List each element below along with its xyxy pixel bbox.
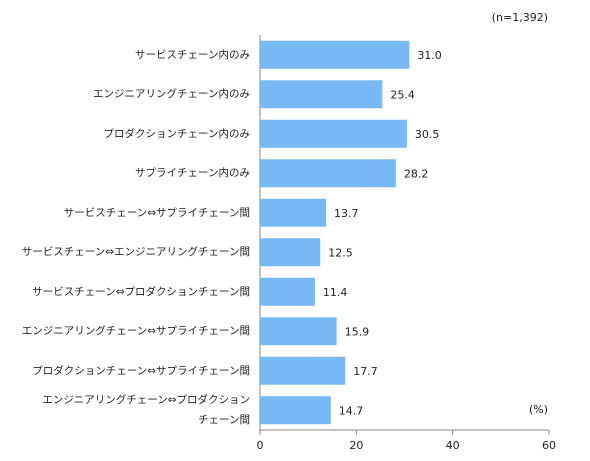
bar bbox=[260, 277, 315, 306]
value-label: 13.7 bbox=[334, 207, 359, 220]
category-label: エンジニアリングチェーン⇔サプライチェーン間 bbox=[21, 325, 250, 338]
sample-note: (n=1,392) bbox=[492, 11, 548, 24]
bar bbox=[260, 198, 326, 227]
category-label: サービスチェーン⇔エンジニアリングチェーン間 bbox=[21, 246, 250, 259]
bar bbox=[260, 356, 346, 385]
category-label: プロダクションチェーン内のみ bbox=[103, 127, 250, 140]
bar bbox=[260, 80, 383, 109]
category-label: プロダクションチェーン⇔サプライチェーン間 bbox=[32, 364, 250, 377]
value-label: 25.4 bbox=[390, 88, 415, 101]
value-label: 15.9 bbox=[345, 325, 370, 338]
x-tick-label: 0 bbox=[257, 439, 264, 452]
bar bbox=[260, 40, 410, 69]
value-label: 14.7 bbox=[339, 404, 364, 417]
value-label: 28.2 bbox=[404, 167, 429, 180]
category-label: エンジニアリングチェーン内のみ bbox=[93, 88, 250, 101]
bar bbox=[260, 119, 407, 148]
bar bbox=[260, 317, 337, 346]
x-tick-label: 40 bbox=[446, 439, 460, 452]
category-label: サービスチェーン⇔サプライチェーン間 bbox=[63, 206, 250, 219]
value-label: 31.0 bbox=[417, 49, 442, 62]
x-tick-label: 20 bbox=[349, 439, 363, 452]
category-label: サプライチェーン内のみ bbox=[135, 167, 250, 180]
value-label: 17.7 bbox=[353, 365, 378, 378]
value-label: 30.5 bbox=[415, 128, 440, 141]
bar bbox=[260, 238, 321, 267]
category-label: サービスチェーン⇔プロダクションチェーン間 bbox=[32, 285, 250, 298]
bar bbox=[260, 159, 396, 188]
category-label: サービスチェーン内のみ bbox=[135, 48, 250, 61]
bar bbox=[260, 396, 331, 425]
value-label: 11.4 bbox=[323, 286, 348, 299]
value-label: 12.5 bbox=[328, 246, 353, 259]
unit-note: (%) bbox=[529, 403, 548, 416]
x-tick-label: 60 bbox=[542, 439, 556, 452]
category-label: エンジニアリングチェーン⇔プロダクション チェーン間 bbox=[42, 394, 250, 427]
